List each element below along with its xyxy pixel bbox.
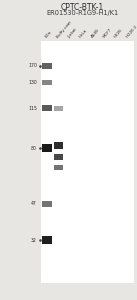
Text: 80: 80 <box>31 146 37 151</box>
Text: HeLa: HeLa <box>79 28 89 39</box>
Text: ER01530-R1G9-H1/K1: ER01530-R1G9-H1/K1 <box>46 10 118 16</box>
Text: Jurkat: Jurkat <box>67 27 78 39</box>
Text: CPTC-BTK-1: CPTC-BTK-1 <box>61 3 104 12</box>
Text: kDa: kDa <box>44 30 52 39</box>
Bar <box>54 154 63 160</box>
Bar <box>42 105 52 111</box>
Bar <box>42 144 52 152</box>
Bar <box>41 40 134 283</box>
Text: H226: H226 <box>114 28 124 39</box>
Text: A549: A549 <box>90 28 100 39</box>
Bar <box>42 236 52 244</box>
Text: 170: 170 <box>28 63 37 68</box>
Bar <box>54 142 63 149</box>
Bar <box>42 80 52 85</box>
Bar <box>42 201 52 207</box>
Text: 47: 47 <box>31 201 37 206</box>
Text: H226 2: H226 2 <box>125 25 137 39</box>
Text: 115: 115 <box>28 106 37 111</box>
Text: Buffy coat: Buffy coat <box>55 20 72 39</box>
Text: 130: 130 <box>28 80 37 86</box>
Text: 32: 32 <box>31 238 37 243</box>
Bar <box>42 63 52 69</box>
Text: MCF7: MCF7 <box>102 28 112 39</box>
Bar <box>54 106 63 111</box>
Bar <box>54 165 63 170</box>
